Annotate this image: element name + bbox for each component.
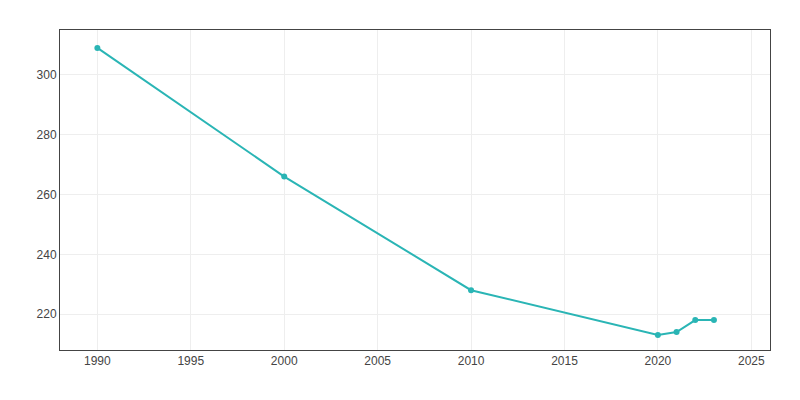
svg-text:1995: 1995: [177, 354, 204, 368]
svg-text:300: 300: [37, 68, 57, 82]
svg-text:2000: 2000: [271, 354, 298, 368]
svg-text:1990: 1990: [84, 354, 111, 368]
svg-text:240: 240: [37, 248, 57, 262]
svg-text:220: 220: [37, 307, 57, 321]
svg-text:280: 280: [37, 128, 57, 142]
svg-text:2010: 2010: [458, 354, 485, 368]
svg-text:2025: 2025: [738, 354, 765, 368]
svg-text:260: 260: [37, 188, 57, 202]
svg-text:2015: 2015: [551, 354, 578, 368]
svg-text:2005: 2005: [364, 354, 391, 368]
svg-text:2020: 2020: [645, 354, 672, 368]
